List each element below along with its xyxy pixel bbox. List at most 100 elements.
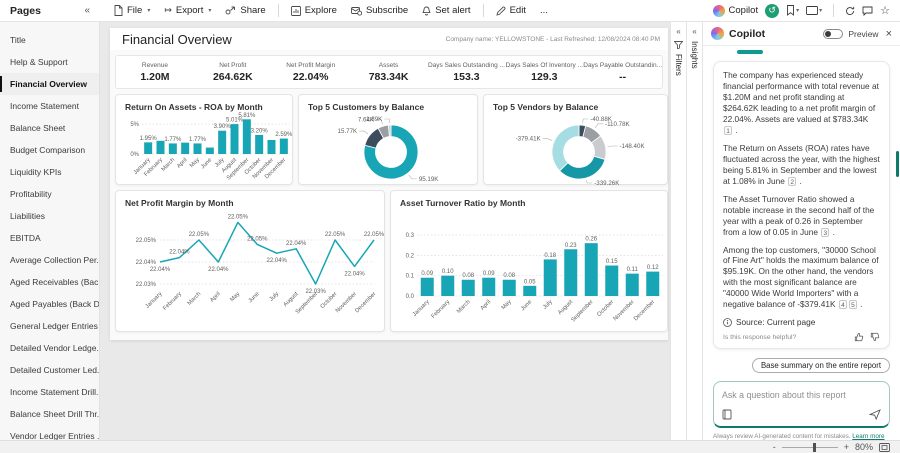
citation-chip[interactable]: 5 <box>848 300 857 310</box>
bar-march[interactable] <box>168 143 177 154</box>
roa-chart-card[interactable]: Return On Assets - ROA by Month 0% 5% 1.95… <box>115 94 293 185</box>
prompt-guide-icon[interactable] <box>722 409 732 420</box>
sidebar-item-detailed-customer-led[interactable]: Detailed Customer Led... <box>10 365 99 375</box>
bar-may[interactable] <box>193 143 202 154</box>
file-menu-button[interactable]: File ▾ <box>108 0 156 22</box>
set-alert-button[interactable]: Set alert <box>416 0 476 22</box>
sidebar-item-financial-overview[interactable]: Financial Overview <box>0 73 99 95</box>
bar-july[interactable] <box>543 259 557 296</box>
expand-filters-icon[interactable]: « <box>676 27 681 36</box>
bar-february[interactable] <box>441 275 455 296</box>
insights-pane-collapsed[interactable]: « Insights <box>686 22 702 440</box>
donut-slice[interactable] <box>387 124 392 138</box>
sidebar-item-liquidity-kpis[interactable]: Liquidity KPIs <box>10 167 62 177</box>
bar-april[interactable] <box>181 142 190 154</box>
sidebar-item-aged-payables-back-d[interactable]: Aged Payables (Back D... <box>10 299 99 309</box>
zoom-in-button[interactable]: + <box>843 442 849 452</box>
donut-slice[interactable] <box>559 155 606 180</box>
favorite-button[interactable]: ☆ <box>880 4 890 17</box>
bar-october[interactable] <box>255 134 264 154</box>
sidebar-item-vendor-ledger-entries[interactable]: Vendor Ledger Entries ... <box>10 431 99 440</box>
comments-button[interactable] <box>862 6 873 16</box>
svg-text:22.04%: 22.04% <box>169 250 190 256</box>
thumbs-up-icon[interactable] <box>854 332 864 342</box>
learn-more-link[interactable]: Learn more <box>852 433 885 440</box>
svg-text:May: May <box>189 157 201 169</box>
bar-june[interactable] <box>205 147 214 154</box>
sidebar-item-general-ledger-entries[interactable]: General Ledger Entries <box>10 321 98 331</box>
filters-pane-collapsed[interactable]: « Filters <box>670 22 686 440</box>
thumbs-down-icon[interactable] <box>870 332 880 342</box>
bar-september[interactable] <box>242 119 251 154</box>
share-button[interactable]: Share <box>219 0 271 22</box>
zoom-slider[interactable] <box>781 442 838 452</box>
sidebar-item-ebitda[interactable]: EBITDA <box>10 233 41 243</box>
bar-may[interactable] <box>502 279 516 296</box>
copilot-toolbar-button[interactable]: Copilot <box>712 4 758 17</box>
bar-february[interactable] <box>156 140 165 154</box>
bar-august[interactable] <box>230 124 239 154</box>
send-icon[interactable] <box>869 409 881 420</box>
vendors-chart-card[interactable]: Top 5 Vendors by Balance -40.88K -110.78K… <box>483 94 668 186</box>
close-copilot-icon[interactable]: × <box>885 27 892 40</box>
sidebar-item-detailed-vendor-ledge[interactable]: Detailed Vendor Ledge... <box>10 343 99 353</box>
sidebar-item-aged-receivables-bac[interactable]: Aged Receivables (Bac... <box>10 277 99 287</box>
donut-slice[interactable] <box>551 124 580 172</box>
net-profit-margin-chart-card[interactable]: Net Profit Margin by Month 22.03% 22.04% 2… <box>115 190 385 332</box>
collapse-pages-icon[interactable]: « <box>84 5 90 16</box>
zoom-out-button[interactable]: - <box>772 442 776 452</box>
bar-april[interactable] <box>482 277 496 296</box>
explore-button[interactable]: Explore <box>285 0 343 22</box>
bar-december[interactable] <box>646 271 660 296</box>
customers-chart-card[interactable]: Top 5 Customers by Balance 95.19K 15.77K 7… <box>298 94 478 185</box>
bookmarks-button[interactable]: ▾ <box>786 5 799 16</box>
export-menu-button[interactable]: ↦ Export ▾ <box>158 0 217 22</box>
sidebar-item-budget-comparison[interactable]: Budget Comparison <box>10 145 86 155</box>
subscribe-button[interactable]: Subscribe <box>345 0 414 22</box>
fit-to-page-icon[interactable] <box>879 442 890 452</box>
edit-button[interactable]: Edit <box>490 0 532 22</box>
sidebar-item-balance-sheet-drill-thr[interactable]: Balance Sheet Drill Thr... <box>10 409 99 419</box>
copilot-input-card[interactable] <box>713 381 890 428</box>
sidebar-item-profitability[interactable]: Profitability <box>10 189 52 199</box>
report-header: Financial Overview Company name: YELLOWS… <box>110 28 668 50</box>
bar-january[interactable] <box>420 277 434 296</box>
bar-september[interactable] <box>584 243 598 296</box>
donut-slice[interactable] <box>363 124 419 180</box>
svg-text:1.95%: 1.95% <box>140 136 158 142</box>
bar-december[interactable] <box>279 138 288 154</box>
bar-march[interactable] <box>461 279 475 296</box>
zoom-slider-thumb[interactable] <box>812 442 816 452</box>
kpi-value: 153.3 <box>453 70 480 83</box>
citation-chip[interactable]: 1 <box>724 126 732 136</box>
bar-october[interactable] <box>605 265 619 296</box>
view-button[interactable]: ▾ <box>806 6 822 15</box>
copilot-scrollbar[interactable] <box>896 151 899 177</box>
refresh-button[interactable] <box>845 6 855 16</box>
sidebar-item-average-collection-per[interactable]: Average Collection Per... <box>10 255 99 265</box>
sidebar-item-income-statement[interactable]: Income Statement <box>10 101 79 111</box>
sidebar-item-help-support[interactable]: Help & Support <box>10 57 68 67</box>
citation-chip[interactable]: 4 <box>838 300 847 310</box>
sidebar-item-liabilities[interactable]: Liabilities <box>10 211 45 221</box>
copilot-preview-toggle[interactable] <box>823 28 844 39</box>
asset-turnover-chart-card[interactable]: Asset Turnover Ratio by Month 0.0 0.1 0.2 0… <box>390 190 668 332</box>
bar-august[interactable] <box>564 249 578 296</box>
svg-text:March: March <box>161 157 177 173</box>
expand-insights-icon[interactable]: « <box>692 27 697 36</box>
sidebar-item-balance-sheet[interactable]: Balance Sheet <box>10 123 66 133</box>
copilot-question-input[interactable] <box>722 390 881 401</box>
bar-november[interactable] <box>267 139 276 154</box>
bar-november[interactable] <box>625 273 639 296</box>
sidebar-item-income-statement-drill[interactable]: Income Statement Drill... <box>10 387 99 397</box>
bar-january[interactable] <box>144 142 153 154</box>
bar-july[interactable] <box>218 130 227 154</box>
base-summary-button[interactable]: Base summary on the entire report <box>751 358 890 374</box>
sidebar-item-title[interactable]: Title <box>10 35 26 45</box>
preview-label: Preview <box>848 28 879 39</box>
user-avatar[interactable]: ↺ <box>765 3 780 18</box>
citation-chip[interactable]: 3 <box>821 227 830 237</box>
citation-chip[interactable]: 2 <box>788 176 797 186</box>
more-options-button[interactable]: ... <box>534 0 554 22</box>
bar-june[interactable] <box>523 285 537 296</box>
